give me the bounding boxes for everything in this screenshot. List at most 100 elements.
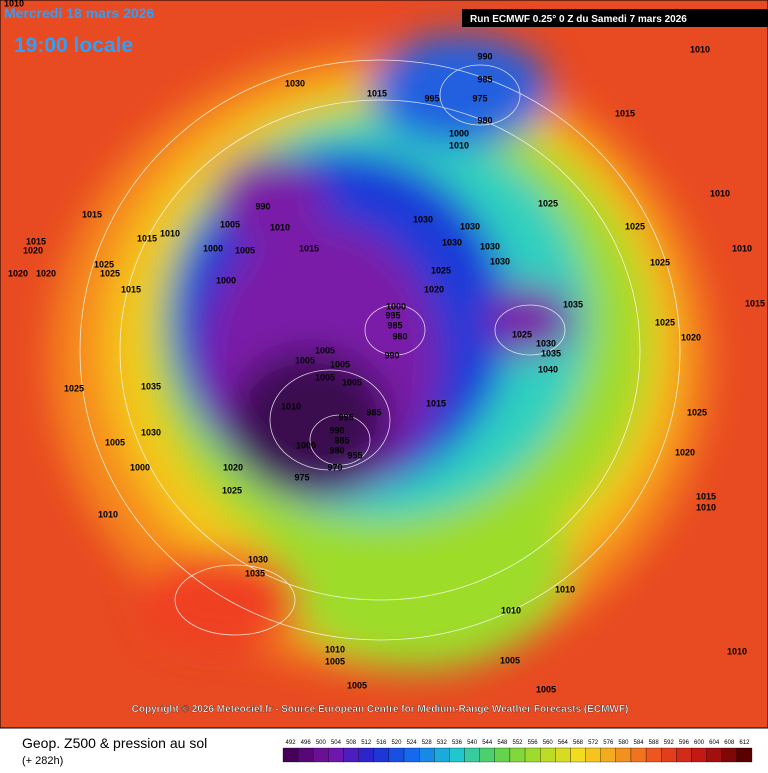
pressure-label: 1035 [141, 381, 161, 391]
pressure-label: 1015 [696, 491, 716, 501]
colorbar-label: 500 [316, 740, 327, 746]
colorbar-label: 516 [376, 740, 387, 746]
pressure-label: 990 [384, 350, 399, 360]
pressure-label: 995 [424, 93, 439, 103]
pressure-label: 1040 [538, 364, 558, 374]
pressure-label: 1005 [347, 680, 367, 690]
colorbar-swatch [403, 747, 420, 763]
colorbar-label: 520 [391, 740, 402, 746]
colorbar-swatch [373, 747, 390, 763]
colorbar-label: 508 [346, 740, 357, 746]
pressure-label: 1030 [536, 338, 556, 348]
pressure-label: 1005 [500, 655, 520, 665]
pressure-label: 1005 [315, 345, 335, 355]
pressure-label: 1025 [650, 257, 670, 267]
pressure-label: 1000 [203, 243, 223, 253]
pressure-label: 1010 [270, 222, 290, 232]
colorbar-label: 496 [301, 740, 312, 746]
colorbar-label: 564 [558, 740, 569, 746]
colorbar-swatch [676, 747, 692, 763]
colorbar-label: 604 [709, 740, 720, 746]
pressure-label: 1035 [245, 568, 265, 578]
pressure-label: 990 [477, 51, 492, 61]
colorbar-swatch [388, 747, 405, 763]
pressure-label: 980 [329, 445, 344, 455]
pressure-label: 1010 [555, 584, 575, 594]
colorbar-swatch [645, 747, 662, 763]
copyright: Copyright © 2026 Meteociel.fr - Source E… [132, 704, 629, 715]
colorbar-label: 592 [664, 740, 675, 746]
colorbar-swatch [524, 747, 541, 763]
colorbar-swatch [540, 747, 556, 763]
pressure-label: 1030 [490, 256, 510, 266]
pressure-label: 1025 [431, 265, 451, 275]
pressure-label: 1000 [130, 462, 150, 472]
colorbar-swatch [509, 747, 526, 763]
pressure-label: 980 [392, 331, 407, 341]
pressure-label: 1020 [675, 447, 695, 457]
pressure-label: 1025 [94, 259, 114, 269]
colorbar-label: 548 [497, 740, 508, 746]
pressure-label: 1005 [330, 359, 350, 369]
pressure-label: 1025 [64, 383, 84, 393]
pressure-label: 1030 [141, 427, 161, 437]
colorbar-swatch [706, 747, 722, 763]
pressure-label: 1015 [745, 298, 765, 308]
colorbar-label: 504 [331, 740, 342, 746]
pressure-label: 1000 [296, 440, 316, 450]
colorbar-swatch [570, 747, 586, 763]
time: 19:00 locale [14, 34, 133, 57]
colorbar-label: 588 [649, 740, 660, 746]
colorbar-swatch [494, 747, 511, 763]
pressure-label: 1025 [687, 407, 707, 417]
pressure-label: 995 [338, 412, 353, 422]
pressure-label: 1005 [220, 219, 240, 229]
colorbar-swatch [419, 747, 435, 763]
pressure-label: 985 [334, 435, 349, 445]
pressure-label: 1010 [696, 502, 716, 512]
colorbar-swatch [479, 747, 495, 763]
colorbar-label: 600 [694, 740, 705, 746]
pressure-label: 1020 [424, 284, 444, 294]
colorbar-swatch [615, 747, 632, 763]
pressure-label: 955 [347, 450, 362, 460]
colorbar-label: 540 [467, 740, 478, 746]
pressure-label: 1005 [105, 437, 125, 447]
colorbar-swatch [691, 747, 707, 763]
colorbar-label: 544 [482, 740, 493, 746]
colorbar-label: 560 [543, 740, 554, 746]
pressure-label: 1005 [342, 377, 362, 387]
pressure-label: 1010 [449, 140, 469, 150]
colorbar-label: 536 [452, 740, 463, 746]
colorbar-swatch [736, 747, 753, 763]
pressure-label: 1015 [26, 236, 46, 246]
colorbar-swatch [661, 747, 677, 763]
colorbar-swatch [449, 747, 465, 763]
colorbar-swatch [343, 747, 359, 763]
pressure-label: 1030 [413, 214, 433, 224]
pressure-label: 1025 [625, 221, 645, 231]
colorbar: 492 496 500 504 508 512 516 520 524 528 532 536 540 5… [282, 740, 753, 763]
colorbar-label: 528 [422, 740, 433, 746]
pressure-label: 1025 [655, 317, 675, 327]
colorbar-swatch [630, 747, 647, 763]
pressure-label: 1005 [325, 656, 345, 666]
pressure-label: 990 [329, 425, 344, 435]
footer-title: Geop. Z500 & pression au sol [22, 735, 207, 751]
pressure-label: 1010 [4, 0, 24, 8]
run: Run ECMWF 0.25° 0 Z du Samedi 7 mars 202… [470, 14, 687, 25]
colorbar-swatch [555, 747, 571, 763]
colorbar-label: 596 [679, 740, 690, 746]
colorbar-label: 576 [603, 740, 614, 746]
pressure-label: 1020 [8, 268, 28, 278]
pressure-label: 1030 [442, 237, 462, 247]
pressure-label: 1035 [541, 348, 561, 358]
pressure-label: 1030 [480, 241, 500, 251]
colorbar-label: 584 [634, 740, 645, 746]
pressure-label: 1025 [512, 329, 532, 339]
pressure-label: 990 [255, 201, 270, 211]
pressure-label: 1015 [615, 108, 635, 118]
pressure-label: 1025 [538, 198, 558, 208]
pressure-label: 995 [385, 310, 400, 320]
colorbar-swatch [585, 747, 601, 763]
